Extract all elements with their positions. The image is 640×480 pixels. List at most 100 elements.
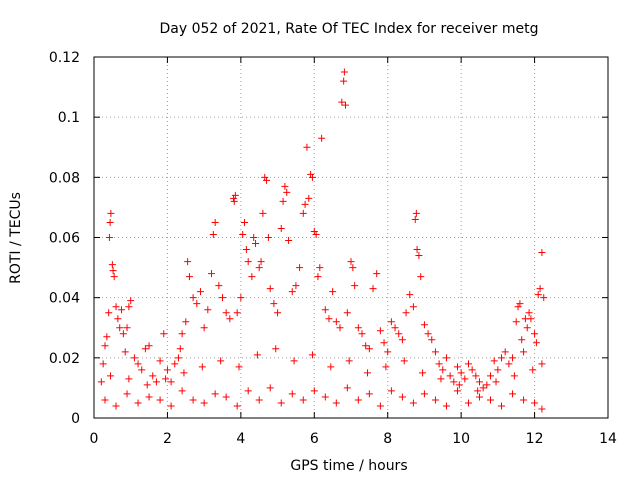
data-point	[152, 378, 160, 386]
data-point	[107, 372, 115, 380]
data-point	[101, 396, 109, 404]
data-point	[338, 98, 346, 106]
data-point	[222, 393, 230, 401]
data-point	[207, 270, 215, 278]
data-point	[263, 176, 271, 184]
data-point	[450, 378, 458, 386]
data-point	[138, 366, 146, 374]
data-point	[279, 197, 287, 205]
data-point	[327, 363, 335, 371]
data-point	[106, 218, 114, 226]
data-point	[531, 330, 539, 338]
data-point	[340, 68, 348, 76]
data-point	[351, 282, 359, 290]
data-point	[453, 387, 461, 395]
data-point	[343, 384, 351, 392]
x-tick-label: 14	[599, 431, 617, 447]
data-point	[457, 369, 465, 377]
data-point	[143, 381, 151, 389]
data-point	[272, 345, 280, 353]
data-point	[222, 309, 230, 317]
data-point	[125, 375, 133, 383]
data-point	[274, 309, 282, 317]
data-point	[189, 294, 197, 302]
data-point	[406, 291, 414, 299]
data-point	[501, 348, 509, 356]
data-point	[321, 393, 329, 401]
data-point	[296, 264, 304, 272]
data-point	[130, 354, 138, 362]
data-point	[118, 306, 126, 314]
data-point	[419, 369, 427, 377]
data-point	[290, 357, 298, 365]
data-point	[365, 345, 373, 353]
data-point	[163, 366, 171, 374]
data-point	[514, 303, 522, 311]
data-point	[193, 300, 201, 308]
data-point	[400, 357, 408, 365]
data-point	[380, 339, 388, 347]
data-point	[431, 348, 439, 356]
data-point	[196, 288, 204, 296]
data-point	[255, 264, 263, 272]
data-point	[209, 230, 217, 238]
data-point	[244, 387, 252, 395]
data-point	[512, 318, 520, 326]
data-point	[185, 273, 193, 281]
data-point	[382, 363, 390, 371]
data-point	[230, 194, 238, 202]
data-point	[266, 384, 274, 392]
x-tick-label: 6	[310, 431, 319, 447]
x-tick-label: 4	[236, 431, 245, 447]
data-point	[446, 372, 454, 380]
data-point	[171, 360, 179, 368]
data-point	[373, 270, 381, 278]
data-point	[253, 351, 261, 359]
data-point	[424, 330, 432, 338]
data-point	[310, 227, 318, 235]
y-tick-label: 0.1	[58, 110, 80, 126]
data-point	[261, 173, 269, 181]
data-point	[529, 366, 537, 374]
data-point	[264, 234, 272, 241]
data-point	[112, 303, 120, 311]
data-point	[431, 396, 439, 404]
y-tick-label: 0	[71, 411, 80, 427]
data-point	[198, 363, 206, 371]
x-tick-label: 2	[163, 431, 172, 447]
data-point	[468, 366, 476, 374]
y-tick-label: 0.06	[49, 231, 80, 247]
data-point	[364, 369, 372, 377]
data-point	[266, 285, 274, 293]
data-point	[347, 258, 355, 266]
data-point	[200, 324, 208, 332]
data-point	[518, 336, 526, 344]
data-point	[239, 230, 247, 238]
data-point	[362, 342, 370, 350]
x-axis-ticks: 0 2 4 6 8 10 12 14	[90, 57, 617, 447]
x-axis-label: GPS time / hours	[290, 458, 407, 474]
data-point	[233, 309, 241, 317]
data-point	[413, 246, 421, 254]
data-point	[305, 194, 313, 202]
y-axis-ticks: 0 0.02 0.04 0.06 0.08 0.1 0.12	[49, 50, 608, 427]
data-point	[329, 288, 337, 296]
data-point	[483, 381, 491, 389]
y-tick-label: 0.04	[49, 291, 80, 307]
data-point	[476, 393, 483, 401]
data-point	[332, 399, 340, 407]
data-point	[312, 230, 320, 238]
data-point	[412, 209, 420, 217]
data-point	[442, 402, 450, 410]
data-point	[160, 330, 168, 338]
grid-lines	[94, 57, 608, 418]
data-point	[299, 396, 307, 404]
data-point	[145, 393, 153, 401]
data-point	[343, 309, 351, 317]
x-tick-label: 12	[526, 431, 544, 447]
data-point	[112, 402, 120, 410]
data-point	[384, 348, 392, 356]
data-point	[358, 330, 366, 338]
data-point	[277, 399, 285, 407]
data-point	[420, 321, 428, 329]
